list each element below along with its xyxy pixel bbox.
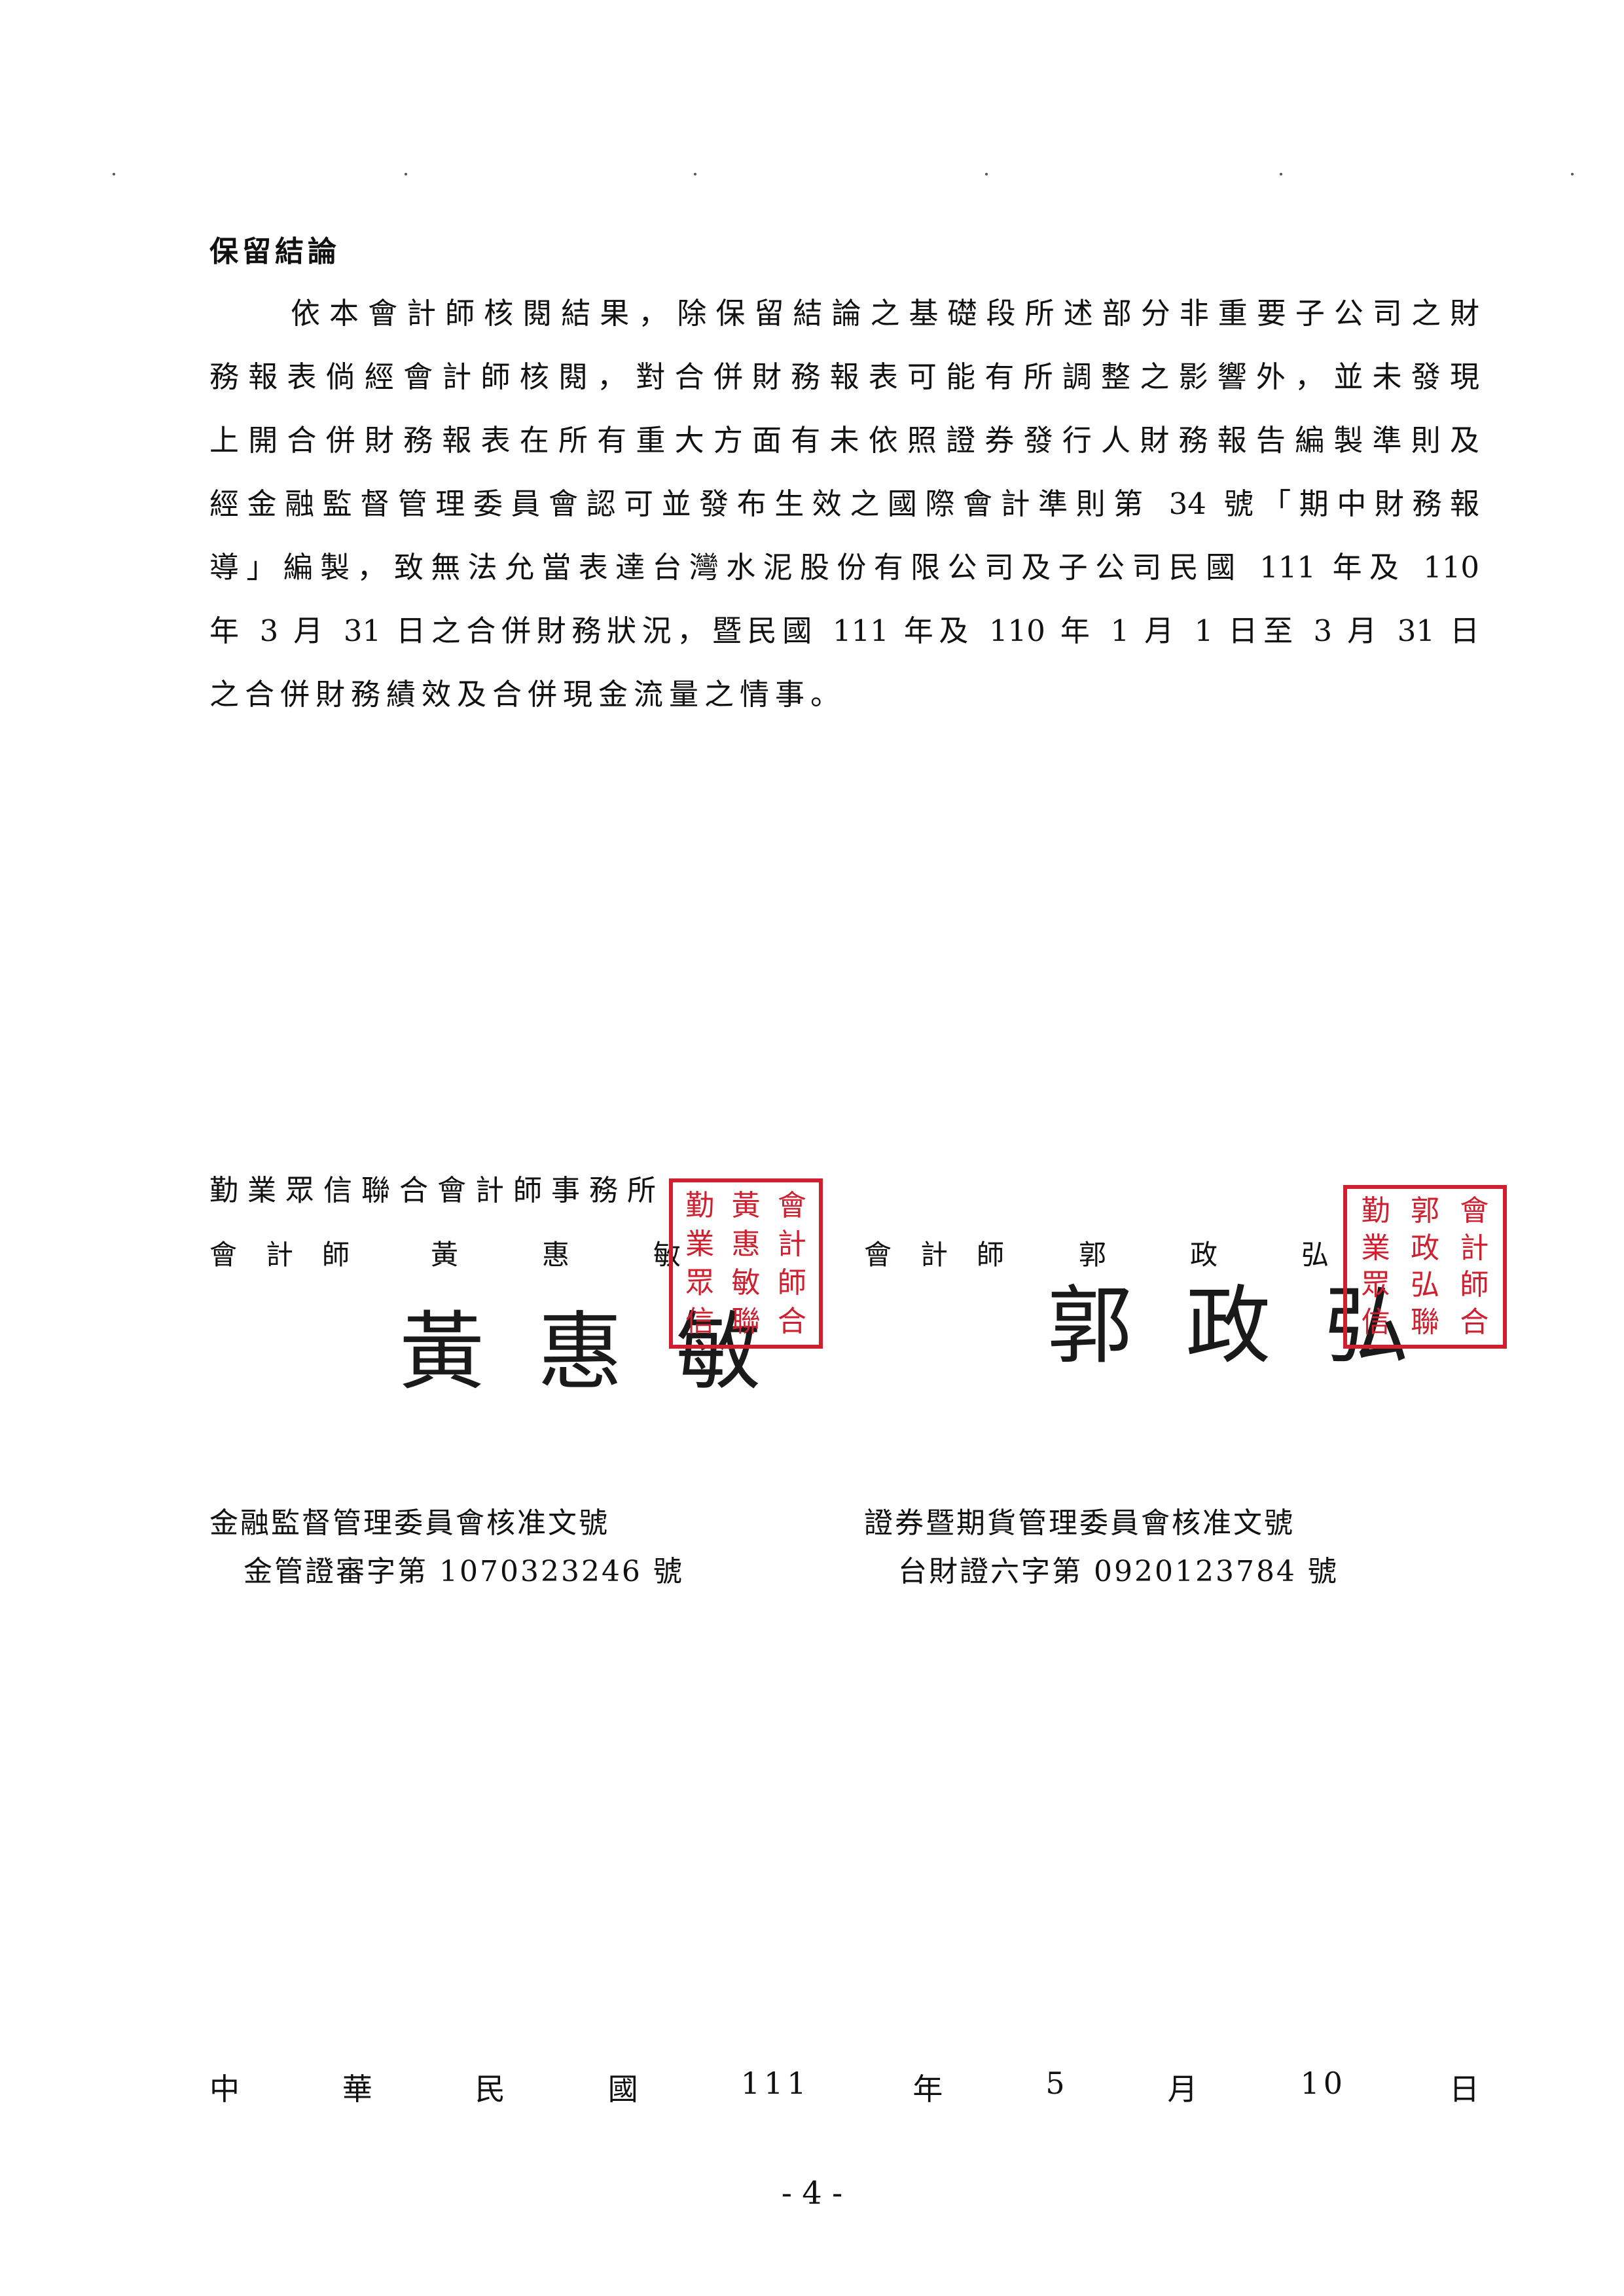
cpa-name-char: 敏 <box>653 1239 681 1271</box>
cpa-name-char: 黃 <box>431 1239 459 1271</box>
scan-mark <box>985 173 988 175</box>
seal-char: 勤 <box>685 1188 715 1222</box>
paragraph-line: 導」編製，致無法允當表達台灣水泥股份有限公司及子公司民國 111 年及 110 <box>209 550 1479 585</box>
seal-char: 敏 <box>731 1266 761 1300</box>
seal-char: 合 <box>777 1304 806 1338</box>
approval-right: 證券暨期貨管理委員會核准文號 台財證六字第 0920123784 號 <box>864 1499 1339 1596</box>
cpa-name-char: 惠 <box>542 1239 570 1271</box>
cpa-left-line: 會計師 黃 惠 敏 <box>209 1233 681 1273</box>
approval-number: 台財證六字第 0920123784 號 <box>898 1555 1339 1588</box>
seal-char: 合 <box>1460 1305 1489 1339</box>
scan-mark <box>405 173 407 175</box>
date-part: 日 <box>1449 2071 1479 2107</box>
date-part: 民 <box>475 2071 505 2107</box>
seal-char: 師 <box>1460 1268 1489 1302</box>
date-part: 月 <box>1167 2071 1198 2107</box>
seal-char: 眾 <box>1361 1268 1390 1302</box>
seal-char: 業 <box>685 1227 715 1261</box>
seal-char: 黃 <box>731 1188 761 1222</box>
seal-char: 會 <box>777 1188 806 1222</box>
seal-char: 會 <box>1460 1194 1489 1228</box>
paragraph-line: 依本會計師核閱結果，除保留結論之基礎段所述部分非重要子公司之財 <box>291 296 1479 331</box>
approval-label: 金融監督管理委員會核准文號 <box>209 1506 609 1540</box>
date-part: 10 <box>1300 2066 1347 2101</box>
scan-mark <box>113 173 115 175</box>
date-part: 華 <box>342 2071 372 2107</box>
cpa-name-char: 政 <box>1190 1239 1218 1271</box>
cpa-title: 會計師 <box>209 1239 379 1271</box>
report-date: 中 華 民 國 111 年 5 月 10 日 <box>209 2066 1479 2109</box>
seal-char: 眾 <box>685 1266 715 1300</box>
seal-char: 業 <box>1361 1231 1390 1265</box>
scan-mark <box>1280 173 1282 175</box>
date-part: 111 <box>740 2066 810 2101</box>
date-part: 國 <box>607 2071 638 2107</box>
seal-char: 師 <box>777 1266 806 1300</box>
seal-char: 政 <box>1410 1231 1439 1265</box>
paragraph-line: 年 3 月 31 日之合併財務狀況，暨民國 111 年及 110 年 1 月 1… <box>209 613 1479 648</box>
date-part: 5 <box>1045 2066 1065 2101</box>
seal-char: 信 <box>1361 1305 1390 1339</box>
seal-char: 聯 <box>731 1304 761 1338</box>
seal-char: 惠 <box>731 1227 761 1261</box>
date-part: 中 <box>209 2071 240 2107</box>
cpa-name-char: 弘 <box>1301 1239 1329 1271</box>
seal-char: 計 <box>777 1227 806 1261</box>
conclusion-paragraph: 依本會計師核閱結果，除保留結論之基礎段所述部分非重要子公司之財 務報表倘經會計師… <box>209 282 1479 726</box>
approval-number: 金管證審字第 1070323246 號 <box>244 1555 684 1588</box>
paragraph-line: 務報表倘經會計師核閱，對合併財務報表可能有所調整之影響外，並未發現 <box>209 359 1479 394</box>
section-heading: 保留結論 <box>209 235 340 268</box>
paragraph-line: 之合併財務績效及合併現金流量之情事。 <box>209 677 846 712</box>
seal-char: 信 <box>685 1304 715 1338</box>
page-number: - 4 - <box>781 2175 843 2212</box>
seal-stamp-left: 勤 黃 會 業 惠 計 眾 敏 師 信 聯 合 <box>669 1178 823 1349</box>
signature-right: 郭 政 弘 <box>1047 1276 1422 1376</box>
paragraph-line: 上開合併財務報表在所有重大方面有未依照證券發行人財務報告編製準則及 <box>209 423 1479 458</box>
approval-label: 證券暨期貨管理委員會核准文號 <box>864 1506 1295 1540</box>
scan-mark <box>694 173 696 175</box>
scan-mark <box>1571 173 1574 175</box>
date-part: 年 <box>912 2071 943 2107</box>
firm-name: 勤業眾信聯合會計師事務所 <box>209 1174 665 1207</box>
seal-stamp-right: 勤 郭 會 業 政 計 眾 弘 師 信 聯 合 <box>1343 1185 1507 1349</box>
seal-char: 勤 <box>1361 1194 1390 1228</box>
cpa-right-line: 會計師 郭 政 弘 <box>864 1233 1329 1273</box>
cpa-name-char: 郭 <box>1079 1239 1107 1271</box>
approval-left: 金融監督管理委員會核准文號 金管證審字第 1070323246 號 <box>209 1499 684 1596</box>
seal-char: 聯 <box>1410 1305 1439 1339</box>
seal-char: 郭 <box>1410 1194 1439 1228</box>
seal-char: 計 <box>1460 1231 1489 1265</box>
seal-char: 弘 <box>1410 1268 1439 1302</box>
paragraph-line: 經金融監督管理委員會認可並發布生效之國際會計準則第 34 號「期中財務報 <box>209 486 1479 521</box>
cpa-title: 會計師 <box>864 1239 1034 1271</box>
signature-left: 黃 惠 敏 <box>399 1302 774 1402</box>
